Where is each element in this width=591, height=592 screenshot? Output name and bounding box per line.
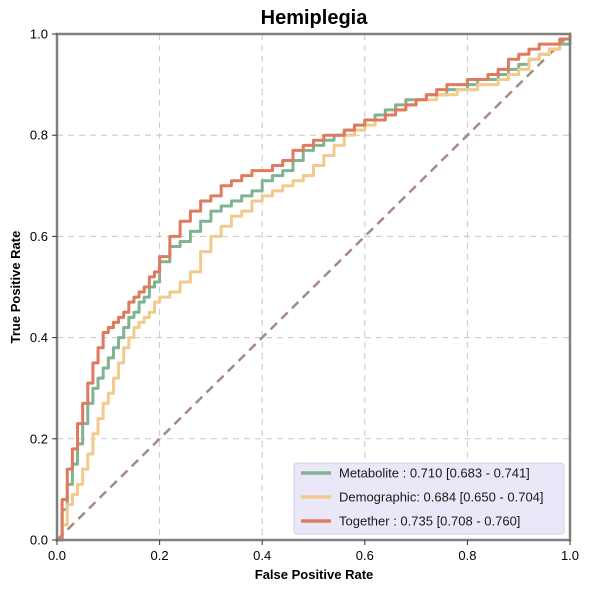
legend-label-metabolite: Metabolite : 0.710 [0.683 - 0.741]	[339, 466, 530, 481]
x-tick-label: 1.0	[561, 548, 579, 563]
legend-label-together: Together : 0.735 [0.708 - 0.760]	[339, 514, 520, 529]
x-axis-label: False Positive Rate	[255, 567, 374, 582]
y-tick-label: 0.6	[30, 229, 48, 244]
y-axis-label: True Positive Rate	[8, 231, 23, 344]
x-tick-label: 0.0	[48, 548, 66, 563]
legend: Metabolite : 0.710 [0.683 - 0.741] Demogr…	[294, 463, 564, 534]
x-tick-label: 0.2	[151, 548, 169, 563]
x-tick-label: 0.4	[253, 548, 271, 563]
y-tick-label: 0.4	[30, 330, 48, 345]
x-tick-label: 0.8	[458, 548, 476, 563]
y-tick-label: 1.0	[30, 27, 48, 42]
legend-label-demographic: Demographic: 0.684 [0.650 - 0.704]	[339, 490, 544, 505]
x-tick-label: 0.6	[356, 548, 374, 563]
y-tick-label: 0.2	[30, 431, 48, 446]
chart-title: Hemiplegia	[261, 7, 369, 29]
y-tick-label: 0.0	[30, 533, 48, 548]
y-tick-label: 0.8	[30, 128, 48, 143]
